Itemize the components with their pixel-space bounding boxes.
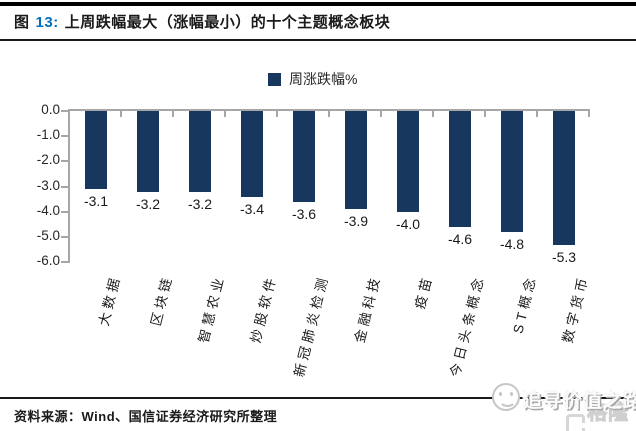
y-axis-tick-label: -1.0 — [36, 127, 60, 142]
bar — [501, 111, 523, 232]
y-axis-tick-label: -6.0 — [36, 253, 60, 268]
category-axis-tick — [432, 111, 434, 117]
legend-label: 周涨跌幅% — [289, 71, 358, 87]
category-axis-tick — [484, 111, 486, 117]
y-axis-line — [68, 111, 70, 263]
bar-value-label: -3.1 — [83, 193, 109, 209]
y-axis-tick — [61, 135, 68, 137]
watermark-brand-logo: 格隆汇 — [566, 396, 636, 431]
smiley-face-icon — [492, 383, 520, 411]
bar-value-label: -4.6 — [447, 231, 473, 247]
y-axis-tick — [61, 160, 68, 162]
y-axis-tick-label: 0.0 — [41, 102, 60, 117]
category-axis-label: 新冠肺炎检测 — [291, 272, 332, 379]
bar — [85, 111, 107, 189]
bar-value-label: -3.9 — [343, 213, 369, 229]
y-axis-tick — [61, 110, 68, 112]
category-axis-label: 疫苗 — [412, 272, 436, 311]
figure-title-text: 上周跌幅最大（涨幅最小）的十个主题概念板块 — [64, 14, 391, 31]
category-axis-tick — [68, 111, 70, 117]
chart-legend: 周涨跌幅% — [268, 69, 357, 89]
category-axis-line — [68, 109, 590, 111]
bar — [397, 111, 419, 212]
category-axis-tick — [276, 111, 278, 117]
bar — [345, 111, 367, 209]
bar-value-label: -3.4 — [239, 201, 265, 217]
bar-value-label: -3.6 — [291, 206, 317, 222]
legend-color-swatch-icon — [268, 72, 281, 86]
category-axis-tick — [224, 111, 226, 117]
figure-number: 13: — [35, 14, 59, 31]
y-axis-tick-label: -5.0 — [36, 228, 60, 243]
bar — [293, 111, 315, 202]
category-axis-tick — [328, 111, 330, 117]
category-axis-label: 金融科技 — [351, 272, 384, 345]
bar-value-label: -3.2 — [135, 196, 161, 212]
title-divider-rule — [0, 39, 636, 41]
category-axis-tick — [536, 111, 538, 117]
bar — [241, 111, 263, 197]
bar-value-label: -4.8 — [499, 236, 525, 252]
bar-value-label: -3.2 — [187, 196, 213, 212]
y-axis-tick — [61, 186, 68, 188]
y-axis-tick-label: -2.0 — [36, 152, 60, 167]
bar-value-label: -5.3 — [551, 249, 577, 265]
y-axis-tick — [61, 236, 68, 238]
category-axis-tick — [380, 111, 382, 117]
figure-title: 图 13: 上周跌幅最大（涨幅最小）的十个主题概念板块 — [14, 11, 390, 32]
category-axis-tick — [120, 111, 122, 117]
bar — [189, 111, 211, 192]
bar — [137, 111, 159, 192]
category-axis-label: 今日头条概念 — [447, 272, 488, 379]
y-axis-tick — [61, 261, 68, 263]
top-border-rule — [0, 2, 636, 6]
figure-label: 图 — [14, 14, 30, 31]
y-axis-tick-label: -4.0 — [36, 203, 60, 218]
brand-g-icon — [566, 413, 586, 431]
category-axis-tick — [172, 111, 174, 117]
watermark-slogan: 追寻价值之路 — [523, 391, 636, 412]
y-axis-tick-label: -3.0 — [36, 178, 60, 193]
data-source-note: 资料来源：Wind、国信证券经济研究所整理 — [14, 409, 278, 424]
bar — [449, 111, 471, 227]
category-axis-tick — [588, 111, 590, 117]
y-axis-tick — [61, 211, 68, 213]
bar-value-label: -4.0 — [395, 216, 421, 232]
footer-divider-rule — [0, 397, 636, 399]
bar — [553, 111, 575, 245]
